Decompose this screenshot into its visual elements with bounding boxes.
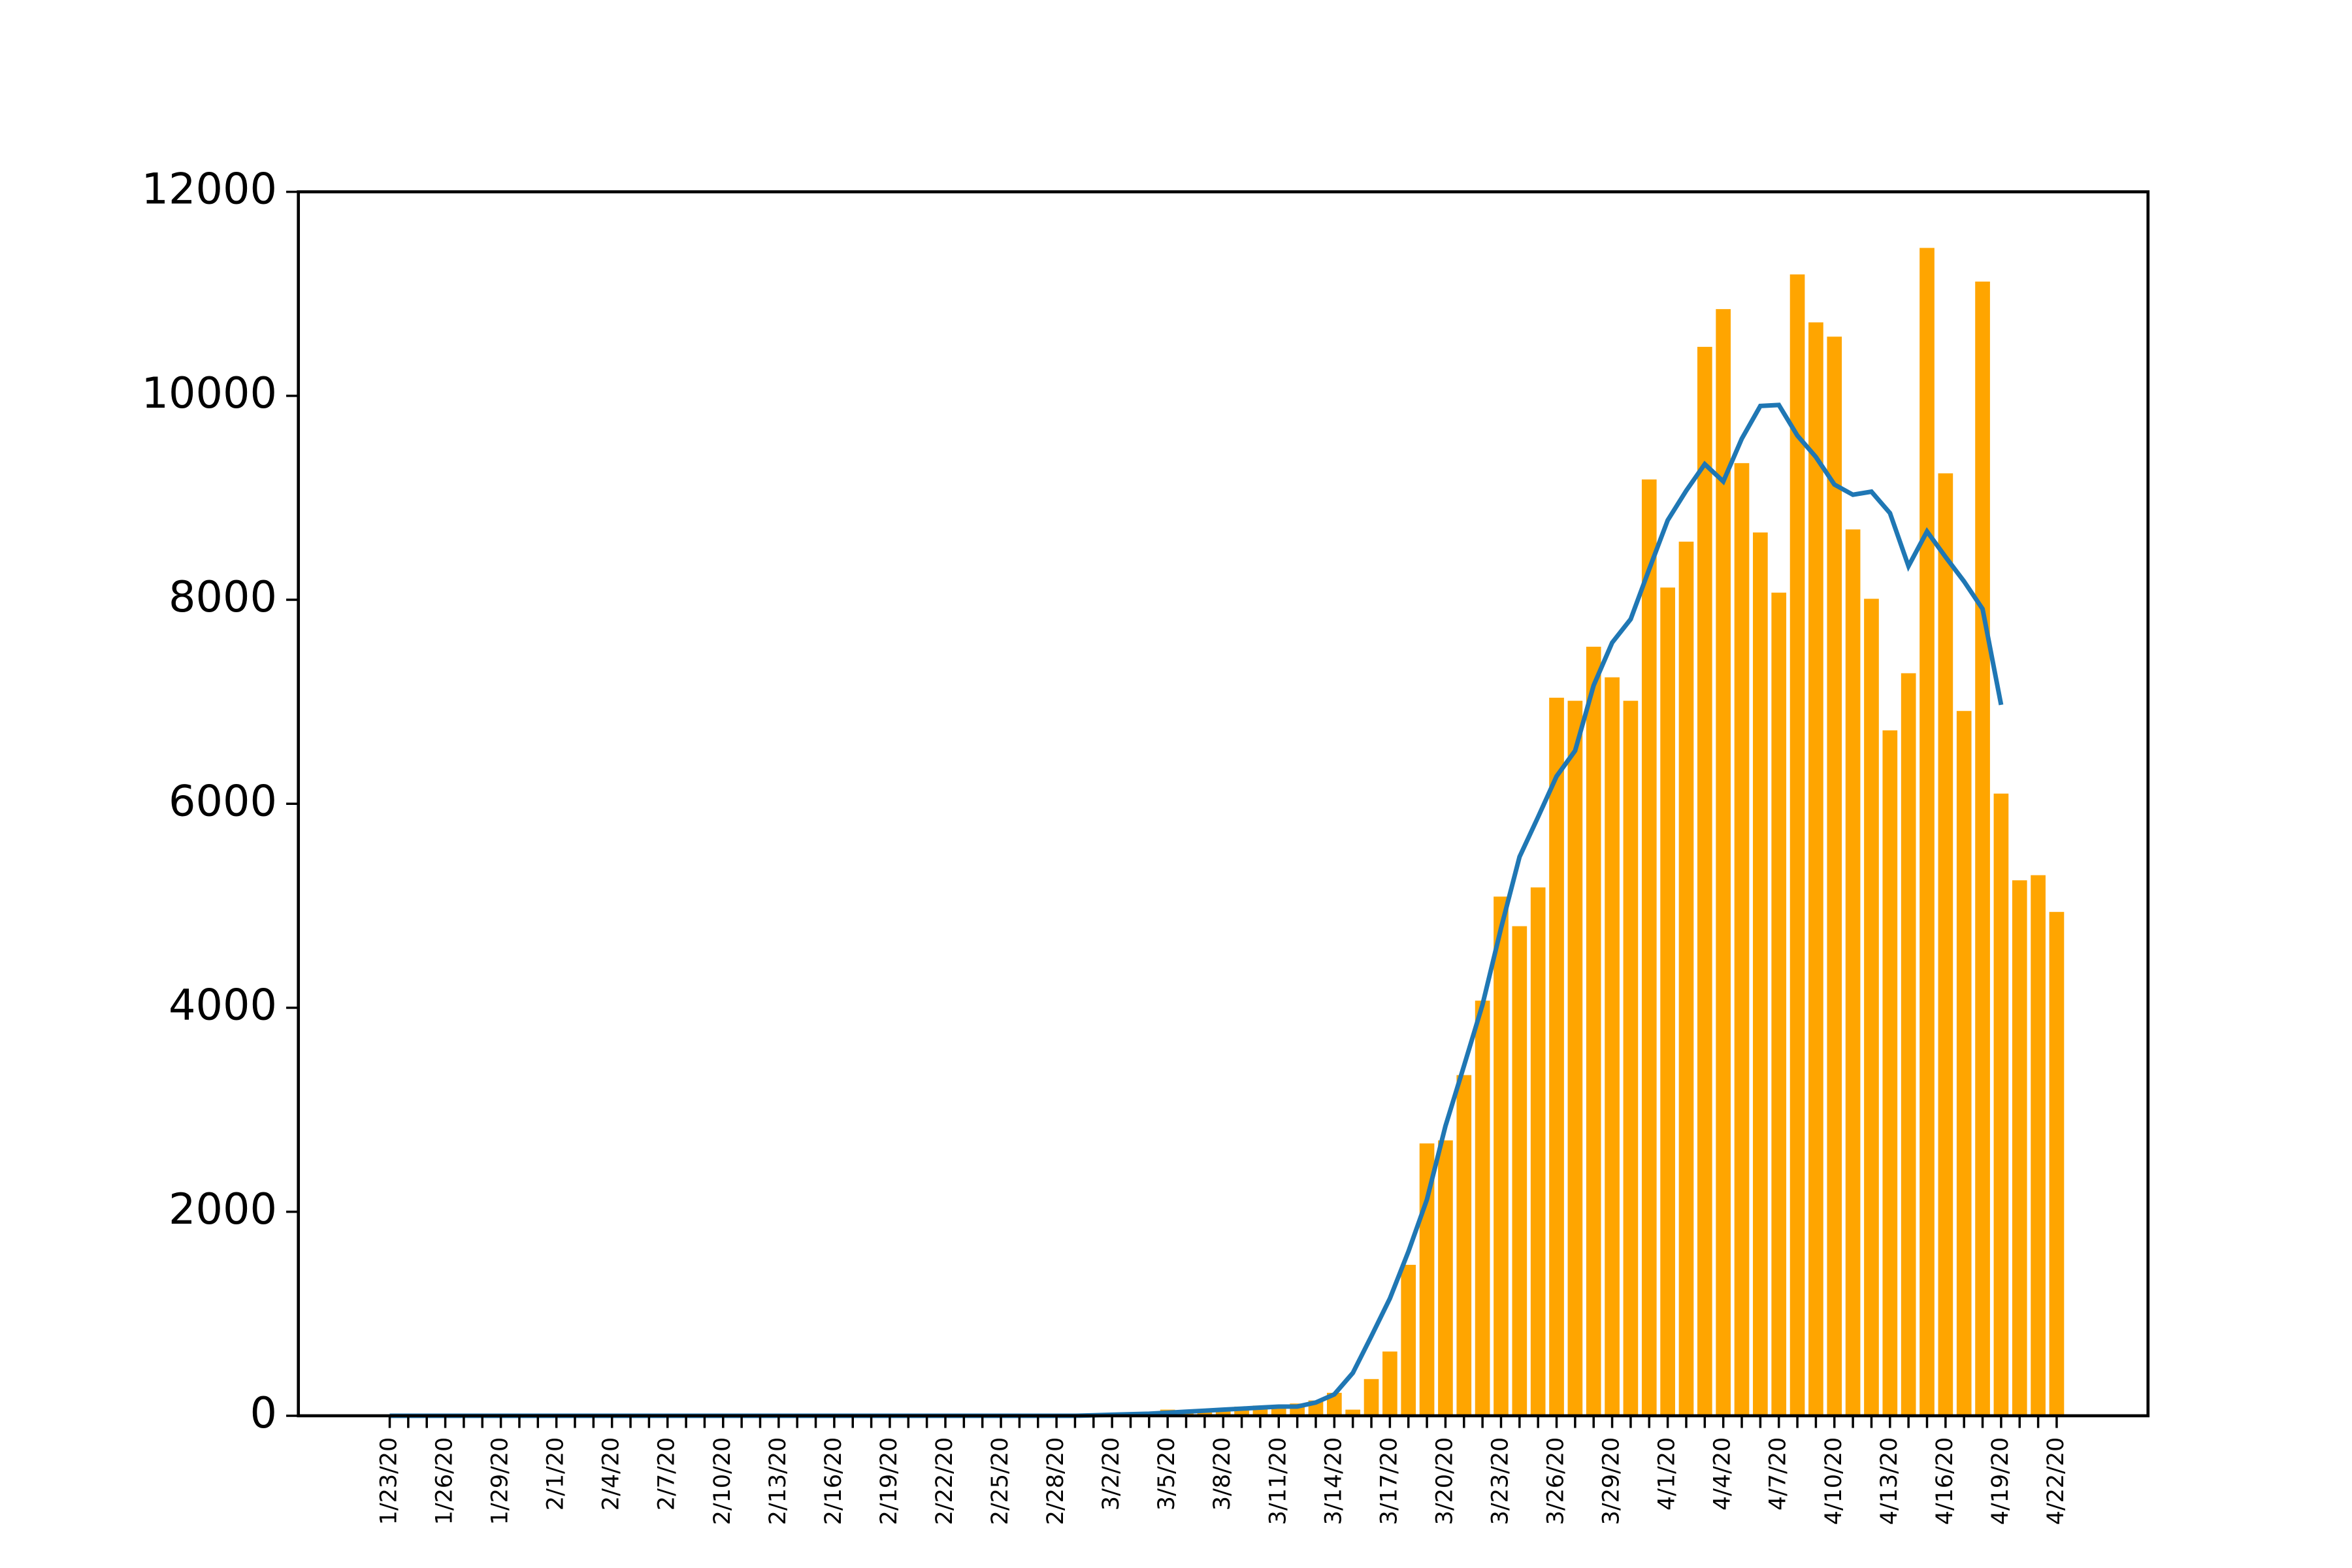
bar xyxy=(1530,887,1546,1416)
bar xyxy=(1919,248,1935,1416)
x-tick-label: 3/2/20 xyxy=(1098,1437,1124,1511)
bar xyxy=(1956,711,1972,1416)
x-tick-label: 3/5/20 xyxy=(1154,1437,1180,1511)
y-tick-label: 10000 xyxy=(142,368,278,418)
bar xyxy=(1678,542,1694,1416)
bar xyxy=(1326,1392,1342,1416)
bar xyxy=(1660,587,1675,1416)
bar xyxy=(1494,896,1509,1416)
bar xyxy=(1938,473,1953,1416)
y-tick-label: 12000 xyxy=(142,165,278,214)
x-tick-label: 2/10/20 xyxy=(710,1437,736,1526)
x-tick-label: 3/20/20 xyxy=(1431,1437,1458,1526)
bar xyxy=(1901,673,1916,1416)
bar xyxy=(1364,1379,1379,1416)
bar xyxy=(1512,926,1527,1416)
x-tick-label: 4/13/20 xyxy=(1876,1437,1903,1526)
bar xyxy=(1808,322,1823,1416)
bar xyxy=(1975,281,1990,1416)
bar xyxy=(1716,309,1731,1416)
bar xyxy=(1438,1140,1453,1416)
bar xyxy=(1734,463,1750,1416)
bar xyxy=(1753,532,1768,1416)
x-tick-label: 2/16/20 xyxy=(821,1437,847,1526)
x-tick-label: 2/19/20 xyxy=(876,1437,902,1526)
x-tick-label: 2/25/20 xyxy=(987,1437,1013,1526)
bar xyxy=(1697,346,1712,1416)
bar xyxy=(2031,875,2046,1416)
x-tick-label: 3/29/20 xyxy=(1599,1437,1625,1526)
bar xyxy=(1845,529,1861,1416)
bar xyxy=(2049,911,2065,1416)
bar xyxy=(1345,1409,1361,1416)
x-tick-label: 3/8/20 xyxy=(1209,1437,1235,1511)
bar xyxy=(1456,1075,1472,1416)
bar xyxy=(1864,598,1879,1416)
bar xyxy=(1789,274,1805,1416)
x-tick-label: 3/26/20 xyxy=(1543,1437,1569,1526)
y-tick-label: 2000 xyxy=(169,1184,277,1234)
x-tick-label: 2/7/20 xyxy=(654,1437,680,1511)
y-tick-label: 8000 xyxy=(169,572,277,622)
x-tick-label: 1/29/20 xyxy=(487,1437,514,1526)
x-tick-label: 2/28/20 xyxy=(1043,1437,1069,1526)
x-tick-label: 3/14/20 xyxy=(1320,1437,1347,1526)
bar xyxy=(1771,593,1787,1416)
bar xyxy=(1882,730,1898,1416)
x-tick-label: 4/16/20 xyxy=(1932,1437,1958,1526)
bar xyxy=(1993,793,2009,1416)
x-tick-label: 2/4/20 xyxy=(598,1437,625,1511)
x-tick-label: 2/13/20 xyxy=(765,1437,791,1526)
bar xyxy=(1567,700,1583,1416)
x-tick-label: 3/11/20 xyxy=(1265,1437,1291,1526)
x-tick-label: 4/1/20 xyxy=(1654,1437,1680,1511)
bar xyxy=(1605,677,1620,1416)
bar xyxy=(1623,700,1639,1416)
x-tick-label: 4/19/20 xyxy=(1987,1437,2014,1526)
x-tick-label: 1/26/20 xyxy=(432,1437,458,1526)
x-tick-label: 4/10/20 xyxy=(1821,1437,1847,1526)
y-tick-label: 0 xyxy=(250,1388,278,1438)
bar xyxy=(1586,646,1601,1416)
bar xyxy=(1382,1351,1397,1416)
x-tick-label: 4/4/20 xyxy=(1710,1437,1736,1511)
bar xyxy=(1549,697,1564,1416)
x-tick-label: 3/23/20 xyxy=(1487,1437,1513,1526)
bar xyxy=(1401,1264,1416,1416)
bar xyxy=(1641,479,1657,1416)
x-tick-label: 1/23/20 xyxy=(376,1437,402,1526)
x-tick-label: 4/7/20 xyxy=(1765,1437,1791,1511)
y-tick-label: 4000 xyxy=(169,981,277,1030)
x-tick-label: 2/22/20 xyxy=(932,1437,958,1526)
x-tick-label: 3/17/20 xyxy=(1376,1437,1402,1526)
x-tick-label: 2/1/20 xyxy=(543,1437,569,1511)
bar xyxy=(1827,336,1842,1416)
bar xyxy=(1475,1000,1490,1416)
x-tick-label: 4/22/20 xyxy=(2043,1437,2069,1526)
y-tick-label: 6000 xyxy=(169,776,277,826)
bar xyxy=(2012,880,2027,1416)
bar xyxy=(1215,1409,1231,1416)
